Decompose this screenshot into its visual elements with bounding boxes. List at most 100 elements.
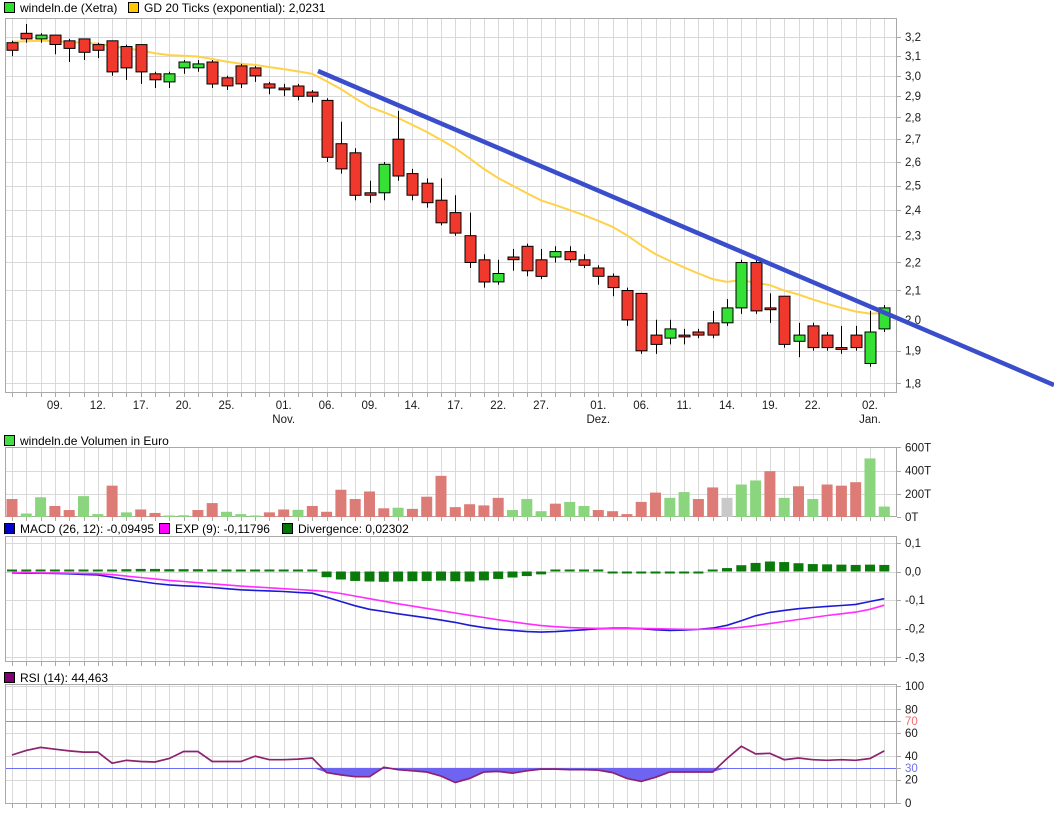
macd-histogram-bar xyxy=(664,571,675,574)
exp-series-legend: EXP (9): -0,11796 xyxy=(159,523,270,535)
macd-histogram-bar xyxy=(450,571,461,582)
volume-bar xyxy=(735,484,747,517)
macd-histogram-bar xyxy=(478,571,489,581)
candle-body xyxy=(764,307,777,311)
candle-body xyxy=(878,307,891,330)
x-tick-label: 27. xyxy=(533,400,549,412)
y-tick-label: 400T xyxy=(905,466,931,478)
volume-bar xyxy=(335,489,347,517)
macd-histogram-bar xyxy=(164,569,175,572)
y-tick-label: 200T xyxy=(905,489,931,501)
macd-histogram-bar xyxy=(779,562,790,572)
x-tick-label: 22. xyxy=(490,400,506,412)
price-series-swatch-icon xyxy=(4,2,15,13)
x-tick-label: 14. xyxy=(719,400,735,412)
x-month-label: Dez. xyxy=(586,414,610,426)
y-tick-label: 600T xyxy=(905,442,931,454)
y-tick-label: 2,4 xyxy=(905,205,922,217)
macd-histogram-bar xyxy=(235,569,246,572)
volume-bar xyxy=(192,510,204,517)
y-tick-label: 2,3 xyxy=(905,231,921,243)
macd-histogram-bar xyxy=(564,569,575,572)
candle-body xyxy=(49,34,62,45)
candle-body xyxy=(178,61,191,69)
volume-bar xyxy=(721,497,733,517)
y-tick-label: 2,1 xyxy=(905,285,921,297)
volume-bar xyxy=(564,501,576,517)
candle-body xyxy=(106,40,119,73)
candles xyxy=(6,24,891,367)
y-tick-label: 1,8 xyxy=(905,378,921,390)
volume-bar xyxy=(692,499,704,517)
rsi-swatch-icon xyxy=(4,672,15,683)
x-tick-label: 09. xyxy=(362,400,378,412)
volume-bar xyxy=(635,501,647,517)
volume-bar xyxy=(492,497,504,517)
macd-histogram-bar xyxy=(707,569,718,572)
x-tick-label: 22. xyxy=(805,400,821,412)
y-tick-label: 80 xyxy=(905,704,918,716)
candle-body xyxy=(63,40,76,49)
exp-label: EXP (9): -0,11796 xyxy=(175,522,270,536)
macd-histogram-bar xyxy=(35,569,46,572)
volume-bar xyxy=(406,508,418,517)
macd-histogram-bar xyxy=(21,569,32,572)
x-tick-label: 02. xyxy=(862,400,878,412)
candle-body xyxy=(578,259,591,266)
macd-histogram-bar xyxy=(550,569,561,572)
macd-histogram-bar xyxy=(793,563,804,572)
candle-body xyxy=(263,83,276,89)
macd-histogram-bar xyxy=(750,562,761,572)
candle-body xyxy=(607,275,620,289)
macd-histogram-bar xyxy=(393,571,404,582)
macd-histogram-bar xyxy=(49,569,60,572)
candle-body xyxy=(621,290,634,321)
macd-histogram-bar xyxy=(421,571,432,581)
y-tick-label: -0,1 xyxy=(905,595,925,607)
volume-bar xyxy=(607,511,619,517)
macd-line xyxy=(11,572,885,633)
candle-body xyxy=(149,73,162,81)
volume-bar xyxy=(864,458,876,517)
candle-body xyxy=(449,212,462,234)
candle-body xyxy=(92,44,105,51)
volume-bar xyxy=(392,507,404,517)
macd-histogram-bar xyxy=(521,571,532,577)
volume-bar xyxy=(206,503,218,517)
gd20-label: GD 20 Ticks (exponential): 2,0231 xyxy=(144,1,326,15)
volume-bar xyxy=(163,515,175,517)
macd-histogram-bar xyxy=(636,571,647,574)
volume-bar xyxy=(435,475,447,517)
macd-histogram-bar xyxy=(736,565,747,572)
x-tick-label: 12. xyxy=(90,400,106,412)
y-tick-label: 20 xyxy=(905,775,918,787)
y-tick-label: 3,0 xyxy=(905,71,921,83)
volume-bar xyxy=(778,497,790,517)
volume-bar xyxy=(378,508,390,517)
candle-body xyxy=(206,61,219,85)
macd-histogram-bar xyxy=(178,569,189,572)
candle-body xyxy=(364,192,377,196)
candle-body xyxy=(235,65,248,85)
macd-histogram-bar xyxy=(207,569,218,572)
macd-histogram-bar xyxy=(407,571,418,582)
volume-bar xyxy=(764,471,776,517)
macd-histogram-bar xyxy=(135,568,146,572)
exp-swatch-icon xyxy=(159,523,170,534)
macd-histogram-bar xyxy=(679,571,690,574)
macd-histogram-bar xyxy=(850,564,861,572)
volume-bar xyxy=(535,511,547,517)
volume-bar xyxy=(464,504,476,517)
rsi-label: RSI (14): 44,463 xyxy=(20,671,109,685)
volume-bar xyxy=(449,507,461,517)
volume-bar xyxy=(135,509,147,517)
candle-body xyxy=(192,63,205,69)
candle-body xyxy=(807,325,820,349)
volume-bar xyxy=(49,505,61,517)
macd-histogram-bar xyxy=(836,564,847,572)
candle-body xyxy=(135,44,148,73)
volume-bar xyxy=(6,499,18,517)
x-month-label: Nov. xyxy=(272,414,295,426)
y-tick-label: 60 xyxy=(905,728,918,740)
volume-bar xyxy=(106,485,118,517)
